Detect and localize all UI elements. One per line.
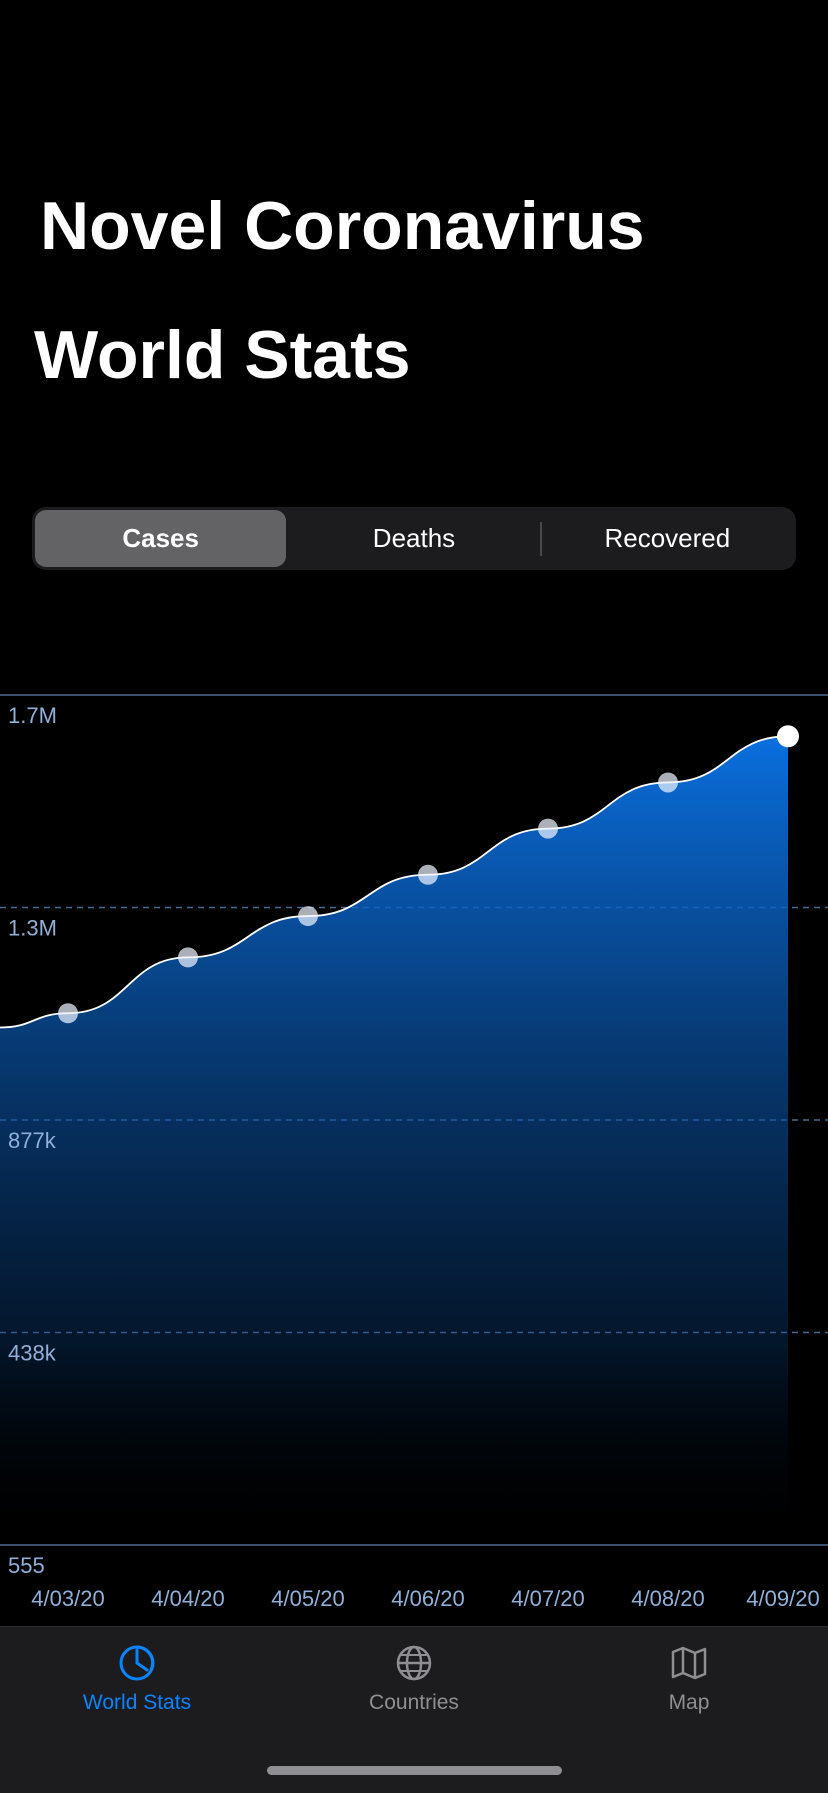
segment-recovered[interactable]: Recovered [604, 523, 731, 553]
data-point[interactable] [658, 772, 678, 793]
segment-deaths[interactable]: Deaths [372, 523, 456, 553]
x-tick-label: 4/09/20 [746, 1586, 819, 1611]
pie-chart-icon [119, 1645, 155, 1681]
x-tick-label: 4/08/20 [631, 1586, 704, 1611]
cases-area-chart[interactable]: 1.7M 1.3M 877k 438k 555 4/03/20 4/04/20 4/05/2… [0, 680, 828, 1640]
y-tick-label: 1.3M [8, 916, 57, 941]
x-tick-label: 4/06/20 [391, 1586, 464, 1611]
globe-icon [396, 1645, 432, 1681]
x-tick-label: 4/05/20 [271, 1586, 344, 1611]
data-point[interactable] [777, 725, 799, 748]
x-tick-label: 4/07/20 [511, 1586, 584, 1611]
tab-bar: World Stats Countries Map [0, 1626, 828, 1793]
home-indicator [267, 1766, 562, 1775]
y-tick-label: 877k [8, 1128, 57, 1153]
tab-map-label: Map [668, 1691, 710, 1714]
app-title: Novel Coronavirus [40, 188, 645, 264]
y-tick-label: 438k [8, 1341, 57, 1366]
series-area [0, 736, 788, 1545]
tab-countries[interactable]: Countries [334, 1643, 494, 1715]
page-title: World Stats [34, 317, 411, 393]
segment-divider [539, 521, 542, 556]
stat-type-segmented-control[interactable]: Cases Deaths Recovered [32, 507, 796, 570]
tab-world-stats-label: World Stats [82, 1691, 192, 1714]
tab-countries-label: Countries [369, 1691, 459, 1714]
map-icon [671, 1646, 707, 1680]
series-line [0, 735, 789, 1029]
data-point[interactable] [538, 818, 558, 839]
data-point[interactable] [178, 947, 198, 968]
data-point[interactable] [58, 1003, 78, 1024]
segment-cases[interactable]: Cases [35, 510, 287, 567]
data-point[interactable] [418, 864, 438, 885]
y-tick-label: 555 [8, 1553, 45, 1578]
x-tick-label: 4/04/20 [151, 1586, 224, 1611]
tab-world-stats[interactable]: World Stats [57, 1643, 217, 1715]
x-tick-label: 4/03/20 [31, 1586, 104, 1611]
data-point[interactable] [298, 906, 318, 927]
y-tick-label: 1.7M [8, 703, 57, 728]
tab-map[interactable]: Map [609, 1643, 769, 1715]
